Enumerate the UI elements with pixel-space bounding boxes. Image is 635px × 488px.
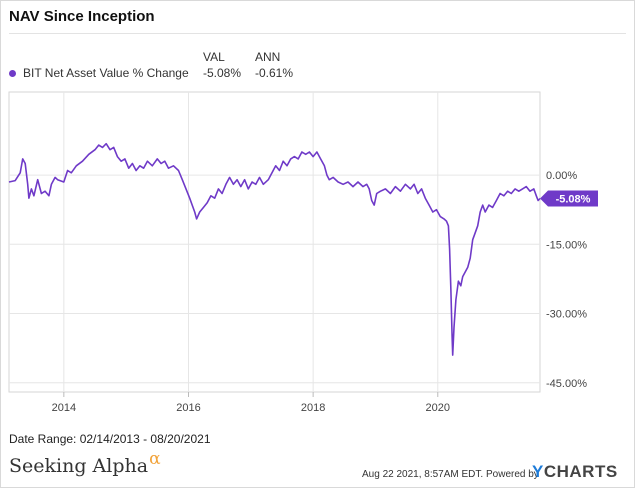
chart-title: NAV Since Inception [9,8,155,25]
title-divider [9,33,626,34]
legend-ann-value: -0.61% [255,66,294,80]
y-tick-label: -30.00% [546,309,587,321]
x-tick-label: 2016 [176,402,200,414]
powered-by-label: Powered by [486,469,539,480]
x-tick-label: 2014 [52,402,76,414]
brand-name: Seeking Alpha [9,455,149,477]
legend-header-ann: ANN [255,50,281,64]
y-tick-label: -45.00% [546,378,587,390]
timestamp: Aug 22 2021, 8:57AM EDT. [362,469,484,480]
legend-val-value: -5.08% [203,66,242,80]
ycharts-y: Y [532,462,544,481]
series-line [8,142,541,356]
end-value-label: -5.08% [556,194,591,206]
legend-series-name: BIT Net Asset Value % Change [23,66,189,80]
y-tick-label: -15.00% [546,239,587,251]
y-tick-label: 0.00% [546,170,577,182]
legend-series-dot-icon [9,69,16,77]
x-tick-label: 2020 [426,402,450,414]
date-range: Date Range: 02/14/2013 - 08/20/2021 [9,432,211,446]
x-tick-label: 2018 [301,402,325,414]
legend-item[interactable]: BIT Net Asset Value % Change [9,66,189,80]
ycharts-text: CHARTS [543,462,618,481]
plot-area [8,91,541,393]
ycharts-logo[interactable]: YCHARTS [532,462,618,482]
alpha-icon: α [149,449,161,469]
legend-header-val: VAL [203,50,225,64]
end-value-flag [540,190,598,207]
seeking-alpha-logo: Seeking Alphaα [9,449,161,477]
